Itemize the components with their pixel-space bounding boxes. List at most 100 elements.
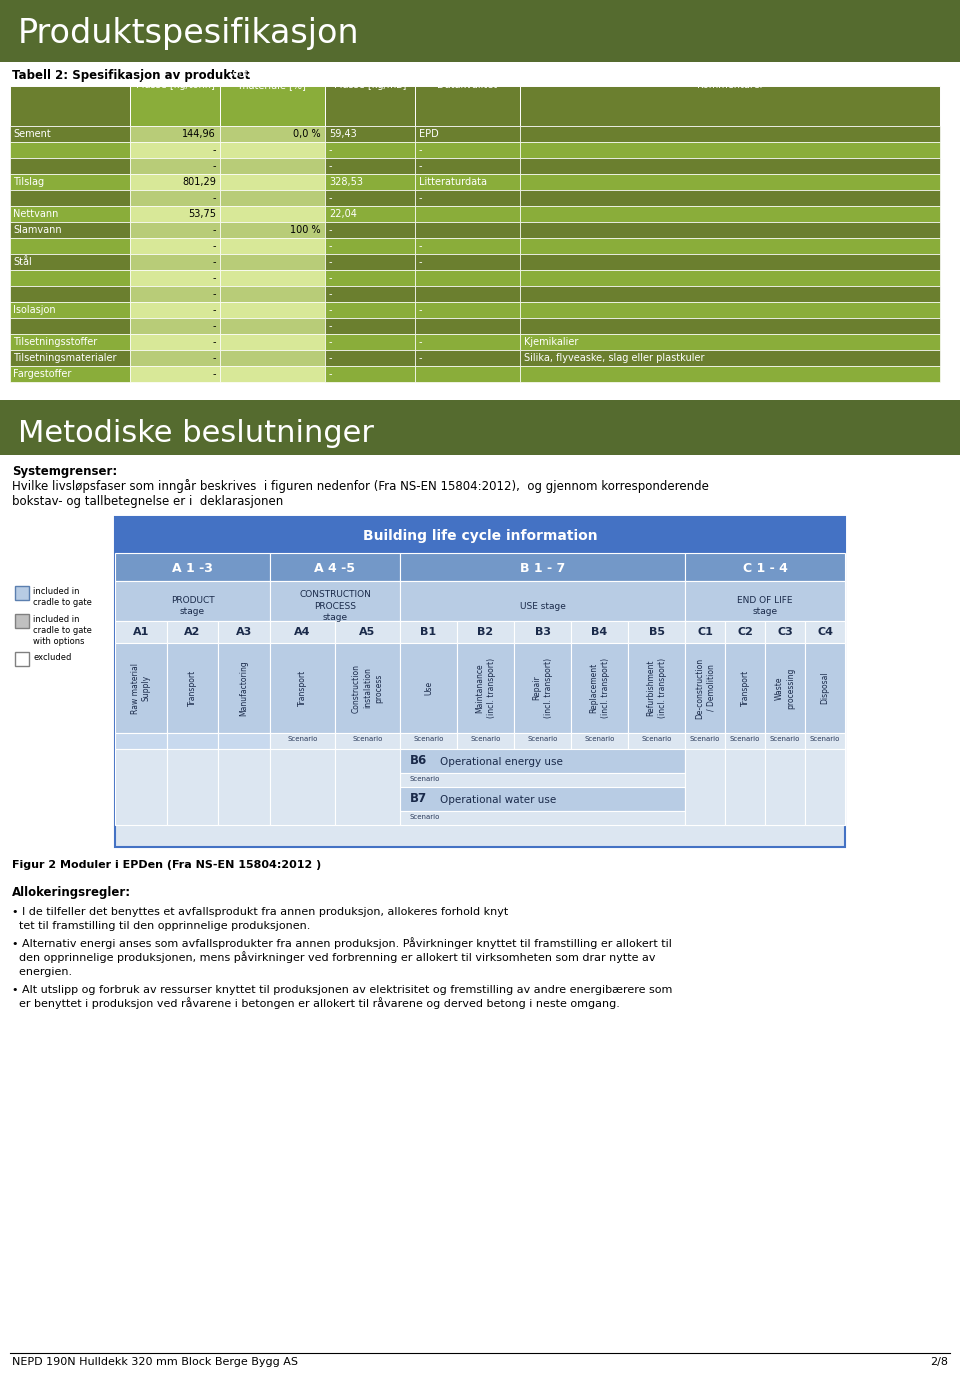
Text: -: -: [419, 193, 422, 203]
Bar: [115, 581, 270, 621]
Text: Scenario: Scenario: [770, 736, 801, 742]
Text: 0,0 %: 0,0 %: [294, 128, 321, 139]
Bar: [400, 811, 685, 824]
Text: De-construction
/ Demolition: De-construction / Demolition: [695, 657, 715, 718]
Bar: [220, 286, 325, 302]
Text: -: -: [212, 354, 216, 363]
Bar: [10, 286, 130, 302]
Text: B2: B2: [477, 627, 493, 637]
Text: Tilslag: Tilslag: [13, 177, 44, 186]
Bar: [685, 552, 845, 581]
Bar: [520, 142, 940, 157]
Bar: [685, 581, 845, 621]
Bar: [130, 174, 220, 191]
Text: -: -: [212, 257, 216, 267]
Bar: [10, 126, 130, 142]
Bar: [520, 366, 940, 383]
Bar: [130, 191, 220, 206]
Bar: [628, 621, 685, 644]
Text: Scenario: Scenario: [585, 736, 614, 742]
Text: -: -: [212, 305, 216, 315]
Bar: [765, 749, 805, 824]
Text: C 1 - 4: C 1 - 4: [743, 562, 787, 574]
Bar: [628, 644, 685, 733]
Bar: [400, 787, 685, 811]
Bar: [115, 749, 167, 824]
Text: Replacement
(incl. transport): Replacement (incl. transport): [589, 657, 610, 718]
Text: A4: A4: [295, 627, 311, 637]
Bar: [415, 191, 520, 206]
Bar: [685, 749, 725, 824]
Bar: [725, 749, 765, 824]
Text: Slamvann: Slamvann: [13, 225, 61, 235]
Bar: [457, 733, 514, 749]
Bar: [218, 621, 270, 644]
Bar: [10, 191, 130, 206]
Text: Scenario: Scenario: [410, 813, 441, 820]
Bar: [130, 142, 220, 157]
Bar: [220, 271, 325, 286]
Bar: [220, 191, 325, 206]
Text: Construction
instalation
process: Construction instalation process: [352, 663, 383, 713]
Bar: [514, 644, 571, 733]
Text: Allokeringsregler:: Allokeringsregler:: [12, 887, 132, 899]
Bar: [415, 366, 520, 383]
Bar: [685, 644, 725, 733]
Text: 59,43: 59,43: [329, 128, 357, 139]
Bar: [0, 0, 960, 62]
Bar: [415, 157, 520, 174]
Text: 100 %: 100 %: [290, 225, 321, 235]
Text: den opprinnelige produksjonen, mens påvirkninger ved forbrenning er allokert til: den opprinnelige produksjonen, mens påvi…: [12, 952, 656, 963]
Bar: [520, 238, 940, 254]
Bar: [325, 318, 415, 334]
Text: Transport: Transport: [188, 670, 197, 706]
Bar: [220, 254, 325, 271]
Bar: [270, 581, 400, 621]
Text: Scenario: Scenario: [527, 736, 558, 742]
Text: Repair
(incl. transport): Repair (incl. transport): [533, 657, 553, 718]
Bar: [520, 254, 940, 271]
Text: Kommentarer: Kommentarer: [697, 80, 763, 90]
Text: 144,96: 144,96: [182, 128, 216, 139]
Bar: [10, 222, 130, 238]
Text: Transport: Transport: [740, 670, 750, 706]
Bar: [10, 334, 130, 349]
Text: -: -: [329, 162, 332, 171]
Text: Masse [kg/m2]: Masse [kg/m2]: [334, 80, 406, 90]
Bar: [415, 174, 520, 191]
Bar: [805, 749, 845, 824]
Bar: [130, 157, 220, 174]
Text: PRODUCT
stage: PRODUCT stage: [171, 597, 214, 616]
Bar: [325, 142, 415, 157]
Text: C4: C4: [817, 627, 833, 637]
Bar: [220, 349, 325, 366]
Text: Raw material
Supply: Raw material Supply: [131, 663, 151, 714]
Text: CONSTRUCTION
PROCESS
stage: CONSTRUCTION PROCESS stage: [300, 591, 371, 621]
Text: Tilsetningsmaterialer: Tilsetningsmaterialer: [13, 354, 116, 363]
Text: B7: B7: [410, 791, 427, 805]
Text: Building life cycle information: Building life cycle information: [363, 529, 597, 543]
Text: Fargestoffer: Fargestoffer: [13, 369, 71, 378]
Bar: [571, 644, 628, 733]
Bar: [514, 621, 571, 644]
Bar: [220, 126, 325, 142]
Text: Scenario: Scenario: [287, 736, 318, 742]
Bar: [270, 552, 400, 581]
Bar: [765, 644, 805, 733]
Text: -: -: [212, 289, 216, 300]
Bar: [325, 174, 415, 191]
Text: Metodiske beslutninger: Metodiske beslutninger: [18, 418, 374, 447]
Bar: [10, 86, 130, 126]
Bar: [218, 644, 270, 733]
Bar: [325, 366, 415, 383]
Bar: [415, 126, 520, 142]
Bar: [725, 621, 765, 644]
Bar: [520, 222, 940, 238]
Text: Scenario: Scenario: [641, 736, 672, 742]
Text: -: -: [419, 145, 422, 155]
Bar: [10, 366, 130, 383]
Text: USE stage: USE stage: [519, 602, 565, 610]
Bar: [10, 142, 130, 157]
Text: -: -: [419, 242, 422, 251]
Bar: [220, 157, 325, 174]
